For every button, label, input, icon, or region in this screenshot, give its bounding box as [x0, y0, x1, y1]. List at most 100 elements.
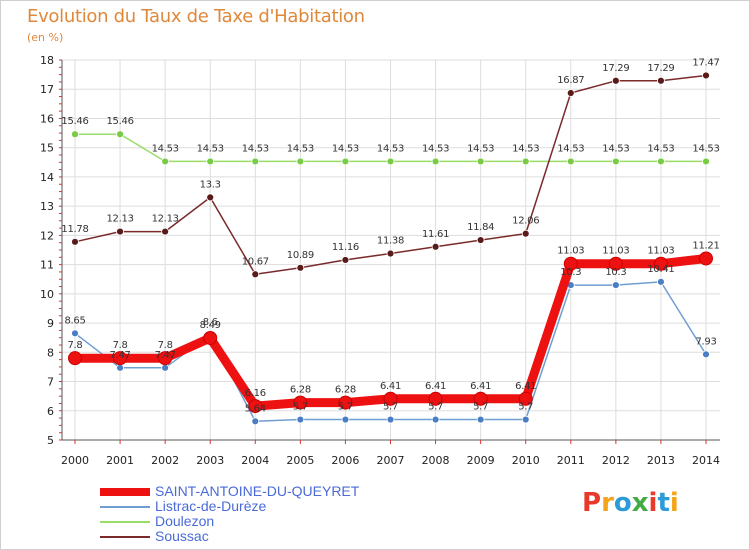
data-point-soussac: [341, 256, 350, 264]
data-label-listrac-de-dur-ze: 10.41: [647, 264, 674, 275]
legend-swatch: [100, 521, 150, 523]
data-label-listrac-de-dur-ze: 5.7: [338, 402, 353, 413]
chart-subtitle: (en %): [27, 31, 64, 44]
data-point-listrac-de-dur-ze: [386, 415, 395, 424]
logo-letter: r: [601, 488, 614, 518]
data-labels-layer: 7.8 7.8 7.8 8.49 6.16 6.28 6.28 6.41 6.41 6.41 6.4…: [61, 57, 719, 414]
data-label-saint-antoine-du-queyret: 7.8: [158, 340, 173, 351]
y-tick-label: 16: [40, 112, 54, 125]
x-tick-label: 2009: [467, 454, 495, 467]
data-point-doulezon: [657, 157, 665, 166]
y-tick-label: 18: [40, 54, 54, 67]
data-label-listrac-de-dur-ze: 10.3: [560, 267, 581, 278]
data-point-saint-antoine-du-queyret: [473, 391, 488, 406]
data-point-doulezon: [611, 157, 620, 166]
data-point-listrac-de-dur-ze: [702, 350, 710, 359]
data-point-soussac: [476, 236, 485, 244]
data-point-soussac: [161, 227, 170, 236]
data-label-soussac: 10.89: [287, 250, 314, 261]
data-label-soussac: 12.13: [107, 214, 134, 225]
data-label-soussac: 11.38: [377, 236, 404, 247]
data-point-doulezon: [431, 157, 440, 166]
y-tick-label: 5: [47, 434, 54, 447]
data-label-saint-antoine-du-queyret: 6.28: [290, 385, 311, 396]
x-tick-label: 2012: [602, 454, 630, 467]
data-point-doulezon: [476, 157, 485, 166]
x-tick-label: 2006: [331, 454, 359, 467]
y-tick-label: 14: [40, 171, 54, 184]
legend-label: Listrac-de-Durèze: [155, 498, 267, 514]
logo-letter: o: [613, 488, 632, 518]
y-tick-label: 6: [47, 405, 54, 418]
data-point-listrac-de-dur-ze: [611, 281, 620, 289]
chart-title: Evolution du Taux de Taxe d'Habitation: [27, 6, 365, 27]
logo-letter: x: [631, 488, 649, 518]
data-point-doulezon: [521, 157, 530, 166]
data-point-saint-antoine-du-queyret: [518, 391, 533, 406]
data-label-listrac-de-dur-ze: 8.6: [203, 317, 218, 328]
x-tick-label: 2008: [422, 454, 450, 467]
legend-swatch: [100, 536, 150, 538]
data-label-doulezon: 14.53: [647, 143, 674, 154]
y-tick-label: 12: [40, 229, 54, 242]
data-point-saint-antoine-du-queyret: [383, 391, 398, 406]
data-point-saint-antoine-du-queyret: [338, 395, 353, 410]
data-label-listrac-de-dur-ze: 7.93: [695, 336, 716, 347]
data-point-listrac-de-dur-ze: [161, 363, 170, 372]
data-point-doulezon: [296, 157, 305, 166]
data-point-soussac: [71, 237, 79, 246]
data-label-saint-antoine-du-queyret: 6.16: [245, 388, 266, 399]
y-tick-label: 7: [47, 376, 54, 389]
legend-label: SAINT-ANTOINE-DU-QUEYRET: [155, 483, 360, 499]
series-layer: [68, 71, 713, 426]
data-label-listrac-de-dur-ze: 5.7: [518, 402, 533, 413]
data-label-soussac: 16.87: [557, 75, 584, 86]
data-label-listrac-de-dur-ze: 5.7: [383, 402, 398, 413]
data-label-soussac: 10.67: [242, 256, 269, 267]
data-label-saint-antoine-du-queyret: 11.21: [692, 240, 719, 251]
logo-letter: i: [669, 488, 679, 518]
data-label-listrac-de-dur-ze: 10.3: [605, 267, 626, 278]
data-label-saint-antoine-du-queyret: 6.41: [380, 381, 401, 392]
data-label-soussac: 17.47: [692, 57, 719, 68]
data-label-soussac: 12.13: [152, 214, 179, 225]
proxiti-logo: Proxiti: [582, 488, 679, 518]
data-label-doulezon: 14.53: [197, 143, 224, 154]
data-label-soussac: 11.78: [61, 224, 88, 235]
data-label-doulezon: 14.53: [152, 143, 179, 154]
data-point-saint-antoine-du-queyret: [203, 330, 218, 345]
data-label-soussac: 11.61: [422, 229, 449, 240]
y-tick-label: 17: [40, 83, 54, 96]
x-tick-label: 2013: [647, 454, 675, 467]
data-label-soussac: 12.06: [512, 216, 539, 227]
data-label-listrac-de-dur-ze: 8.65: [64, 315, 85, 326]
grid-lines: [62, 59, 720, 441]
x-tick-label: 2001: [106, 454, 134, 467]
data-label-listrac-de-dur-ze: 7.47: [110, 350, 131, 361]
data-point-saint-antoine-du-queyret: [113, 351, 128, 366]
x-tick-label: 2007: [377, 454, 405, 467]
data-point-listrac-de-dur-ze: [251, 417, 260, 426]
data-point-soussac: [116, 227, 124, 236]
axes: 5 6 7 8 9 10 11 12 13 14 15 16 17 18 2000 2001 2002 2003 2…: [40, 54, 720, 467]
y-tick-label: 11: [40, 259, 54, 272]
data-point-doulezon: [161, 157, 170, 166]
logo-letter: P: [582, 488, 602, 518]
data-label-doulezon: 14.53: [377, 143, 404, 154]
data-point-listrac-de-dur-ze: [116, 363, 124, 372]
data-point-soussac: [431, 242, 440, 251]
data-point-doulezon: [251, 157, 260, 166]
legend-swatch: [100, 488, 150, 496]
data-point-soussac: [296, 263, 305, 272]
chart-plot: 5 6 7 8 9 10 11 12 13 14 15 16 17 18 2000 2001 2002 2003 2…: [40, 54, 720, 467]
y-tick-label: 10: [40, 288, 54, 301]
data-label-soussac: 11.84: [467, 222, 494, 233]
y-tick-label: 15: [40, 142, 54, 155]
data-point-soussac: [566, 89, 575, 97]
x-tick-label: 2002: [151, 454, 179, 467]
legend-swatch: [100, 506, 150, 508]
data-point-doulezon: [386, 157, 395, 166]
x-tick-label: 2004: [241, 454, 269, 467]
data-label-doulezon: 15.46: [107, 116, 134, 127]
